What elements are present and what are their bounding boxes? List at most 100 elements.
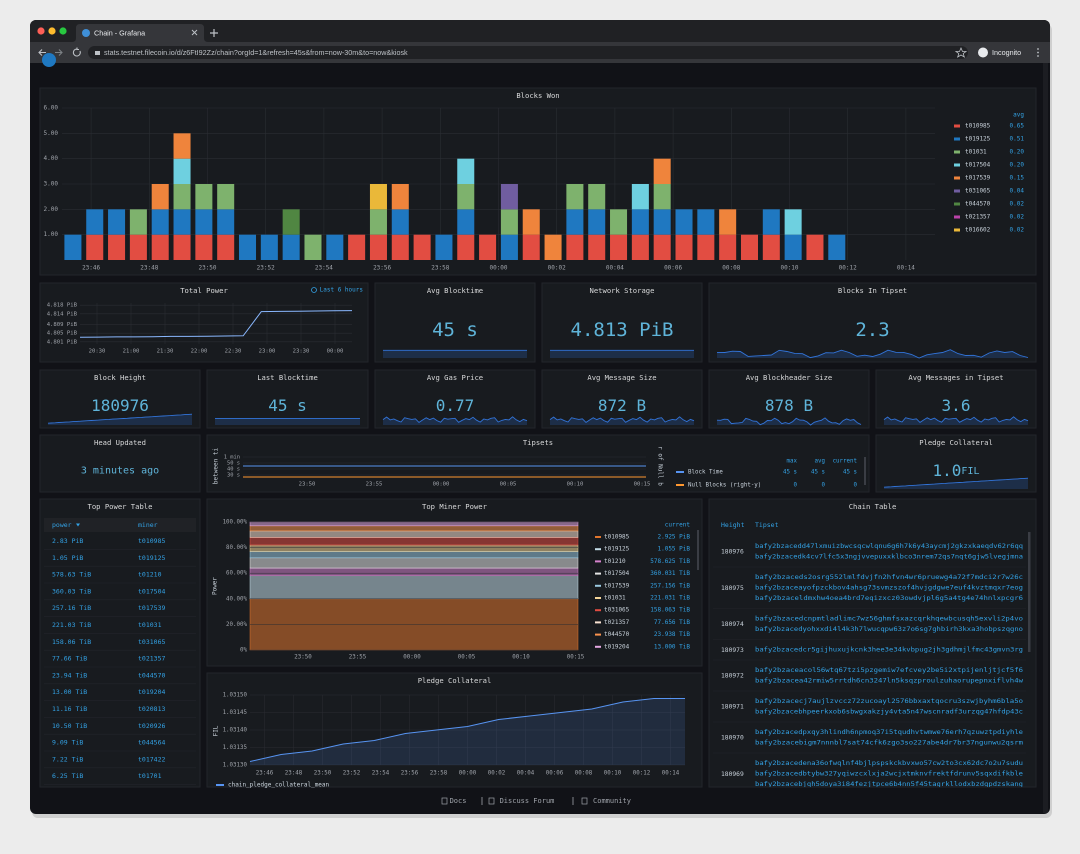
bar-segment bbox=[457, 234, 475, 260]
table-cell: 77.66 TiB bbox=[52, 655, 87, 663]
stat-unit: FIL bbox=[961, 466, 979, 477]
x-tick-label: 23:52 bbox=[343, 771, 360, 777]
panel-title: Avg Messages in Tipset bbox=[908, 373, 1003, 382]
menu-dot[interactable] bbox=[1037, 48, 1039, 50]
x-tick-label: 23:52 bbox=[257, 265, 275, 272]
stat-value: 45 s bbox=[268, 396, 307, 415]
x-tick-label: 23:58 bbox=[431, 265, 449, 272]
reload-button[interactable] bbox=[72, 47, 81, 57]
forward-button[interactable] bbox=[55, 49, 63, 56]
area-band bbox=[249, 567, 579, 577]
bar-segment bbox=[348, 234, 366, 260]
incognito-avatar[interactable] bbox=[978, 47, 988, 58]
y-tick-label: 4.00 bbox=[44, 155, 59, 162]
bar-segment bbox=[173, 133, 191, 159]
bar-segment bbox=[151, 234, 169, 260]
x-tick-label: 21:00 bbox=[123, 349, 140, 355]
legend-swatch bbox=[954, 176, 960, 180]
bookmark-star[interactable] bbox=[954, 46, 968, 58]
table-cell: bafy2bzacedd47lxmuizbwcsqcwlqnu6g6h7k6y4… bbox=[755, 543, 1023, 550]
browser-chrome bbox=[30, 20, 1050, 813]
area-band bbox=[249, 575, 579, 600]
x-tick-label: 23:46 bbox=[82, 265, 100, 272]
sparkline-area bbox=[717, 417, 861, 425]
table-header bbox=[44, 518, 196, 532]
panel-title: Block Height bbox=[94, 373, 146, 382]
table-cell: t044570 bbox=[138, 671, 165, 679]
menu-dot[interactable] bbox=[1037, 55, 1039, 57]
x-tick-label: 00:00 bbox=[433, 482, 450, 488]
table-cell: t021357 bbox=[138, 655, 165, 663]
legend-header: avg bbox=[1013, 112, 1024, 119]
area-band bbox=[249, 537, 579, 546]
x-tick-label: 00:02 bbox=[488, 771, 505, 777]
bar-segment bbox=[631, 234, 649, 260]
bar-segment bbox=[326, 234, 344, 260]
tab-favicon bbox=[82, 29, 90, 37]
x-tick-label: 22:00 bbox=[191, 349, 208, 355]
legend-value: 0.20 bbox=[1010, 162, 1025, 169]
bar-segment bbox=[391, 184, 409, 210]
stat-value: 1.0FIL bbox=[933, 461, 980, 480]
tab-title: Chain - Grafana bbox=[94, 28, 145, 37]
link-icon bbox=[441, 797, 448, 805]
time-range: Last 6 hours bbox=[320, 287, 364, 294]
scrollbar[interactable] bbox=[1043, 63, 1048, 813]
legend-label: Null Blocks (right-y) bbox=[688, 483, 761, 489]
zoom-light[interactable] bbox=[59, 27, 67, 35]
panel-title: Pledge Collateral bbox=[919, 438, 993, 447]
panel-title: Pledge Collateral bbox=[418, 676, 492, 685]
table-cell: 158.06 TiB bbox=[52, 638, 91, 646]
table-cell: t010985 bbox=[138, 537, 165, 545]
url-field[interactable] bbox=[88, 46, 968, 59]
table-scrollbar bbox=[1028, 532, 1031, 652]
panel-title: Network Storage bbox=[590, 286, 655, 295]
tab-bar bbox=[30, 20, 1050, 42]
legend-label: t010985 bbox=[965, 123, 991, 130]
bar-segment bbox=[239, 234, 257, 260]
footer-link[interactable]: Community bbox=[593, 797, 631, 805]
new-tab[interactable] bbox=[210, 29, 218, 37]
back-button[interactable] bbox=[38, 49, 46, 56]
legend-value: 23.938 TiB bbox=[654, 631, 691, 638]
legend-swatch bbox=[954, 163, 960, 167]
table-cell: t017422 bbox=[138, 755, 165, 763]
y-tick-label: 4.818 PiB bbox=[47, 303, 78, 309]
sparkline-area bbox=[884, 416, 1028, 425]
bar-segment bbox=[784, 234, 802, 260]
table-cell: 6.25 TiB bbox=[52, 772, 83, 780]
legend-label: t01031 bbox=[604, 595, 626, 602]
panel-title: Avg Blockheader Size bbox=[746, 373, 833, 382]
legend-label: t019125 bbox=[965, 136, 991, 143]
table-cell: bafy2bzacea42rmiw5rrtdh6cn3247ln5ksqzpro… bbox=[755, 678, 1023, 685]
y-tick-label: 40 s bbox=[227, 467, 240, 473]
minimize-light[interactable] bbox=[48, 27, 56, 35]
sparkline-area bbox=[48, 414, 192, 425]
footer-link[interactable]: Docs bbox=[450, 797, 467, 805]
grafana-logo[interactable] bbox=[42, 53, 56, 67]
bar-segment bbox=[369, 234, 387, 260]
tab-close[interactable] bbox=[191, 29, 198, 36]
legend-value: 0.02 bbox=[1010, 214, 1025, 221]
bar-segment bbox=[282, 234, 300, 260]
x-tick-label: 00:04 bbox=[606, 265, 624, 272]
bar-segment bbox=[566, 209, 584, 235]
bar-segment bbox=[217, 184, 235, 210]
close-light[interactable] bbox=[37, 27, 45, 35]
table-cell: 10.50 TiB bbox=[52, 722, 87, 730]
menu-dot[interactable] bbox=[1037, 51, 1039, 54]
bar-segment bbox=[64, 234, 82, 260]
footer-link[interactable]: Discuss Forum bbox=[500, 797, 555, 805]
bar-segment bbox=[108, 234, 126, 260]
y-tick-label: 60.00% bbox=[226, 571, 247, 577]
link-icon bbox=[488, 797, 495, 805]
legend-label: t021357 bbox=[965, 214, 991, 221]
stat-number: 878 B bbox=[765, 396, 813, 415]
network-storage-panel bbox=[541, 282, 703, 363]
active-tab[interactable] bbox=[72, 24, 208, 42]
x-tick-label: 00:08 bbox=[575, 771, 593, 777]
legend-scrollbar bbox=[697, 530, 699, 570]
table-cell: t017504 bbox=[138, 587, 165, 595]
bar-segment bbox=[544, 234, 562, 260]
